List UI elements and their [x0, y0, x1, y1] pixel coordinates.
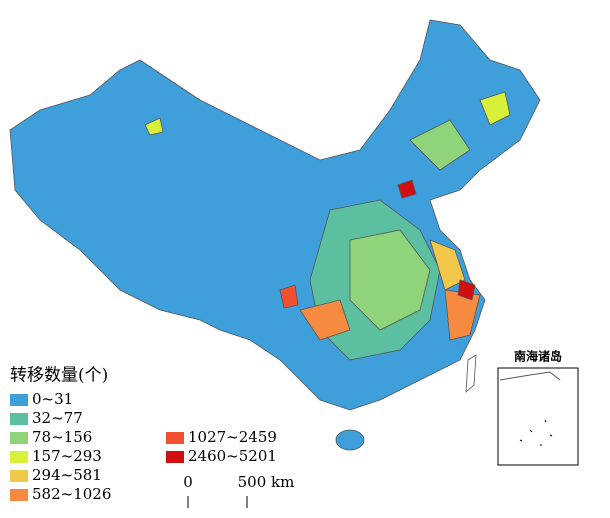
inset-islands	[519, 419, 553, 446]
region	[429, 239, 466, 291]
legend-swatch	[10, 394, 28, 406]
scale-bar: 0 500 km	[183, 473, 294, 508]
legend-swatch	[10, 432, 28, 444]
scale-label: 0	[183, 473, 193, 491]
legend-title: 转移数量(个)	[10, 366, 108, 386]
hainan	[335, 429, 365, 451]
legend-swatch	[10, 413, 28, 425]
legend-swatch	[166, 451, 184, 463]
legend-swatch	[166, 432, 184, 444]
region	[457, 279, 476, 301]
taiwan	[465, 354, 477, 393]
china-map	[9, 19, 541, 451]
region	[279, 284, 299, 309]
legend-label: 78~156	[32, 428, 92, 446]
region	[144, 117, 164, 136]
legend-swatch	[10, 451, 28, 463]
region	[409, 119, 471, 171]
legend-label: 294~581	[32, 466, 102, 484]
inset: 南海诸岛	[497, 349, 579, 466]
inset-frame	[497, 367, 579, 466]
region	[397, 179, 417, 199]
legend-label: 1027~2459	[188, 428, 277, 446]
mainland	[9, 19, 541, 411]
legend: 转移数量(个) 0~3132~7778~156157~293294~581582…	[10, 366, 277, 503]
legend-label: 157~293	[32, 447, 102, 465]
legend-swatch	[10, 470, 28, 482]
legend-label: 2460~5201	[188, 447, 277, 465]
legend-label: 0~31	[32, 390, 73, 408]
region	[349, 229, 431, 331]
region	[299, 299, 351, 341]
legend-swatch	[10, 489, 28, 501]
inset-coast	[499, 371, 561, 381]
region	[444, 289, 481, 341]
scale-label: 500 km	[238, 473, 295, 491]
inset-title: 南海诸岛	[514, 349, 562, 364]
region	[479, 91, 511, 126]
legend-label: 32~77	[32, 409, 83, 427]
legend-label: 582~1026	[32, 485, 111, 503]
